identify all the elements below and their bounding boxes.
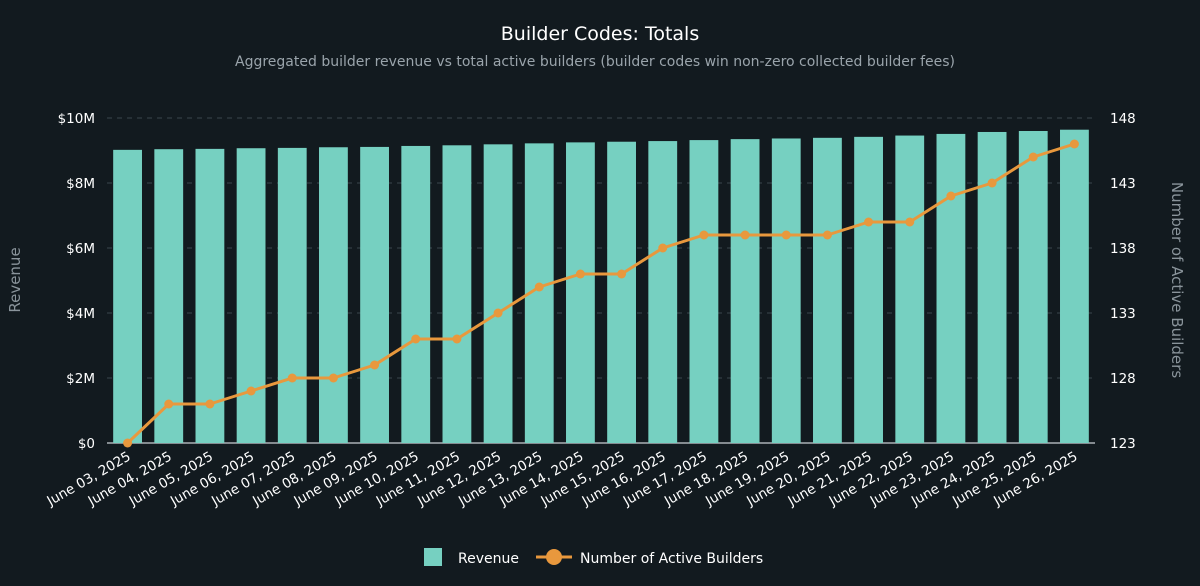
active-builders-point[interactable]: [534, 282, 544, 292]
active-builders-point[interactable]: [987, 178, 997, 188]
revenue-bar[interactable]: [277, 147, 307, 443]
revenue-bar[interactable]: [648, 141, 678, 443]
right-tick-label: 138: [1110, 241, 1136, 257]
left-axis-title: Revenue: [6, 247, 24, 312]
active-builders-point[interactable]: [699, 230, 709, 240]
active-builders-point[interactable]: [370, 360, 380, 370]
active-builders-point[interactable]: [617, 269, 627, 279]
revenue-bar[interactable]: [813, 137, 842, 443]
active-builders-point[interactable]: [205, 399, 215, 409]
left-axis-ticks: $0 $2M $4M $6M $8M $10M: [58, 111, 95, 452]
revenue-bar[interactable]: [154, 149, 184, 443]
revenue-bar[interactable]: [566, 142, 595, 443]
revenue-bar[interactable]: [936, 133, 966, 444]
revenue-bar[interactable]: [895, 135, 925, 444]
active-builders-point[interactable]: [493, 308, 503, 318]
revenue-bar[interactable]: [607, 141, 636, 443]
revenue-bar[interactable]: [771, 138, 801, 443]
active-builders-point[interactable]: [246, 386, 256, 396]
active-builders-point[interactable]: [946, 191, 956, 201]
active-builders-point[interactable]: [864, 217, 874, 227]
active-builders-line: [123, 139, 1079, 448]
right-tick-label: 128: [1110, 371, 1136, 387]
active-builders-point[interactable]: [1069, 139, 1079, 149]
active-builders-point[interactable]: [781, 230, 791, 240]
revenue-bar[interactable]: [319, 147, 348, 443]
active-builders-point[interactable]: [575, 269, 585, 279]
revenue-bars: [113, 129, 1089, 444]
legend-label-active-builders: Number of Active Builders: [580, 551, 763, 567]
legend-item-revenue[interactable]: Revenue: [424, 548, 519, 567]
active-builders-point[interactable]: [822, 230, 832, 240]
legend-item-active-builders[interactable]: Number of Active Builders: [536, 549, 763, 567]
revenue-bar[interactable]: [113, 149, 142, 443]
legend: Revenue Number of Active Builders: [424, 548, 763, 567]
revenue-bar[interactable]: [195, 148, 225, 443]
legend-marker-active-builders: [546, 549, 562, 565]
right-tick-label: 133: [1110, 306, 1136, 322]
left-tick-label: $8M: [66, 176, 95, 192]
right-tick-label: 123: [1110, 436, 1136, 452]
revenue-bar[interactable]: [689, 140, 719, 443]
left-tick-label: $6M: [66, 241, 95, 257]
right-tick-label: 148: [1110, 111, 1136, 127]
revenue-bar[interactable]: [854, 136, 883, 443]
revenue-bar[interactable]: [483, 144, 513, 443]
active-builders-point[interactable]: [905, 217, 915, 227]
revenue-bar[interactable]: [442, 145, 472, 444]
active-builders-point[interactable]: [328, 373, 338, 383]
left-tick-label: $4M: [66, 306, 95, 322]
legend-label-revenue: Revenue: [458, 551, 519, 567]
right-axis-ticks: 123 128 133 138 143 148: [1110, 111, 1136, 452]
right-axis-title: Number of Active Builders: [1168, 182, 1186, 378]
active-builders-point[interactable]: [287, 373, 297, 383]
active-builders-point[interactable]: [164, 399, 174, 409]
revenue-bar[interactable]: [236, 148, 266, 443]
chart-subtitle: Aggregated builder revenue vs total acti…: [235, 54, 955, 70]
legend-swatch-revenue: [424, 548, 442, 566]
left-tick-label: $0: [78, 436, 95, 452]
active-builders-point[interactable]: [411, 334, 421, 344]
revenue-bar[interactable]: [401, 145, 431, 443]
active-builders-point[interactable]: [658, 243, 668, 253]
active-builders-path: [126, 142, 1075, 445]
right-tick-label: 143: [1110, 176, 1136, 192]
revenue-bar[interactable]: [730, 139, 760, 443]
active-builders-point[interactable]: [740, 230, 750, 240]
revenue-bar[interactable]: [1060, 129, 1089, 443]
active-builders-point[interactable]: [123, 438, 133, 448]
left-tick-label: $10M: [58, 111, 95, 127]
active-builders-point[interactable]: [452, 334, 462, 344]
revenue-bar[interactable]: [1018, 131, 1048, 443]
revenue-bar[interactable]: [360, 146, 389, 444]
active-builders-point[interactable]: [1028, 152, 1038, 162]
left-tick-label: $2M: [66, 371, 95, 387]
chart-title: Builder Codes: Totals: [501, 23, 700, 45]
gridlines: [107, 117, 1095, 444]
